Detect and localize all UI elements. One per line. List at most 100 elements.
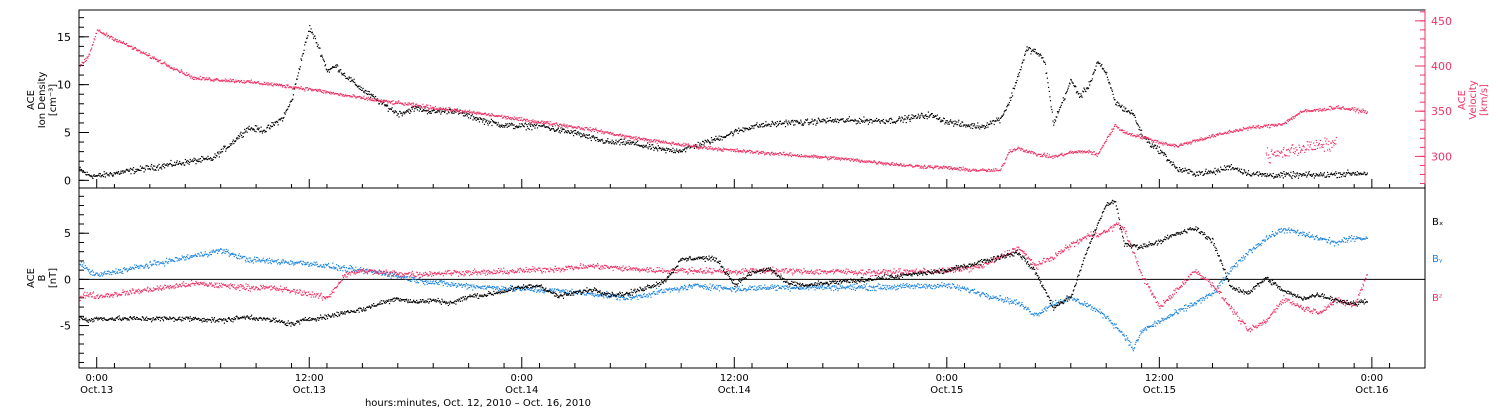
density-series-point — [487, 122, 489, 124]
velocity-series-point — [1209, 137, 1212, 139]
velocity-series-point — [398, 100, 400, 102]
velocity-series-point — [1022, 150, 1024, 153]
velocity-series-point — [477, 111, 479, 113]
density-series-point — [395, 111, 398, 113]
velocity-series-point — [362, 97, 364, 99]
velocity-series-point — [672, 141, 674, 144]
density-series-point — [687, 146, 689, 148]
velocity-series-point — [1158, 141, 1160, 144]
density-series-point — [1268, 174, 1270, 177]
density-series-point — [1324, 176, 1326, 178]
density-series-point — [600, 139, 602, 141]
by-series-point — [231, 253, 233, 255]
velocity-series-point — [916, 165, 918, 167]
density-series-point — [635, 143, 637, 145]
velocity-series-point — [599, 130, 601, 132]
velocity-series-point — [168, 66, 170, 68]
by-series-point — [324, 267, 326, 269]
velocity-series-point — [900, 164, 902, 166]
density-series-point — [235, 138, 238, 140]
density-series-point — [988, 123, 990, 125]
density-series-point — [1271, 175, 1274, 178]
by-series-point — [334, 266, 336, 268]
velocity-series-point — [1070, 150, 1072, 152]
velocity-series-point — [1204, 138, 1207, 140]
by-series-point — [454, 284, 456, 286]
velocity-series-point — [1156, 140, 1158, 142]
density-series-point — [206, 159, 208, 161]
density-series-point — [832, 119, 834, 121]
velocity-series-point — [894, 163, 896, 165]
density-series-point — [1070, 78, 1072, 81]
density-series-point — [1100, 65, 1102, 67]
density-series-point — [1214, 167, 1216, 169]
density-series-point — [1162, 152, 1164, 154]
density-series-point — [924, 117, 926, 119]
velocity-series-point — [83, 61, 85, 63]
density-series-point — [1325, 176, 1327, 178]
density-series-point — [996, 119, 998, 121]
density-series-point — [839, 119, 842, 121]
density-series-point — [590, 139, 592, 142]
velocity-series-point — [1108, 133, 1110, 135]
density-series-point — [848, 120, 850, 122]
density-series-point — [1125, 110, 1127, 112]
velocity-series-point — [1183, 143, 1185, 145]
density-series-point — [1266, 173, 1269, 175]
density-series-point — [202, 156, 204, 158]
density-series-point — [800, 119, 802, 121]
by-series-point — [418, 282, 420, 284]
velocity-series-point — [286, 85, 289, 87]
density-series-point — [285, 111, 287, 113]
density-series-point — [1091, 80, 1093, 82]
density-series-point — [1201, 171, 1203, 173]
by-series-point — [308, 265, 310, 267]
density-series-point — [1251, 173, 1253, 175]
density-series-point — [1053, 122, 1055, 124]
velocity-series-point — [843, 158, 845, 160]
velocity-series-point — [199, 78, 201, 80]
velocity-series-point — [659, 142, 661, 144]
velocity-series-point — [1301, 111, 1303, 113]
velocity-series-point — [275, 84, 277, 87]
velocity-series-point — [561, 126, 563, 128]
density-series-point — [345, 77, 348, 79]
velocity-series-point — [950, 166, 952, 168]
velocity-series-point — [224, 78, 226, 80]
by-series-point — [155, 261, 157, 263]
density-series-point — [1311, 175, 1313, 177]
velocity-series-point — [722, 150, 724, 152]
density-series-point — [215, 157, 217, 159]
density-series-point — [435, 111, 437, 113]
density-series-point — [808, 122, 811, 124]
velocity-series-point — [99, 29, 101, 31]
by-series-point — [403, 277, 405, 279]
density-series-point — [709, 142, 711, 144]
velocity-series-point — [1330, 105, 1332, 107]
by-series-point — [189, 257, 191, 259]
velocity-series-point — [358, 96, 360, 98]
density-series-point — [1130, 112, 1132, 114]
velocity-series-point — [1180, 143, 1182, 145]
density-series-point — [1168, 159, 1170, 161]
density-series-point — [378, 103, 380, 105]
density-series-point — [997, 120, 999, 122]
velocity-series-point — [835, 157, 837, 159]
density-series-point — [457, 113, 460, 115]
density-series-point — [926, 118, 928, 120]
velocity-series-point — [833, 156, 835, 158]
density-series-point — [1305, 171, 1307, 173]
density-series-point — [834, 120, 836, 122]
density-series-point — [376, 99, 378, 101]
density-series-point — [892, 122, 894, 124]
velocity-series-point — [1080, 152, 1082, 154]
density-series-point — [1302, 174, 1304, 177]
density-series-point — [652, 144, 654, 146]
by-series-point — [208, 252, 211, 254]
velocity-series-point — [1217, 134, 1219, 136]
by-series-point — [226, 251, 228, 253]
density-series-point — [1089, 84, 1091, 86]
density-series-point — [1283, 171, 1285, 173]
density-series-point — [320, 55, 322, 57]
density-series-point — [132, 169, 134, 171]
